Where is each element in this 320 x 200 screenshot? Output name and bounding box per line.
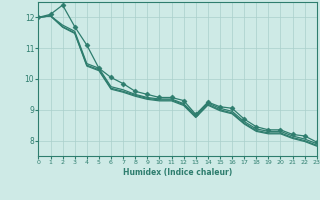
X-axis label: Humidex (Indice chaleur): Humidex (Indice chaleur) [123,168,232,177]
